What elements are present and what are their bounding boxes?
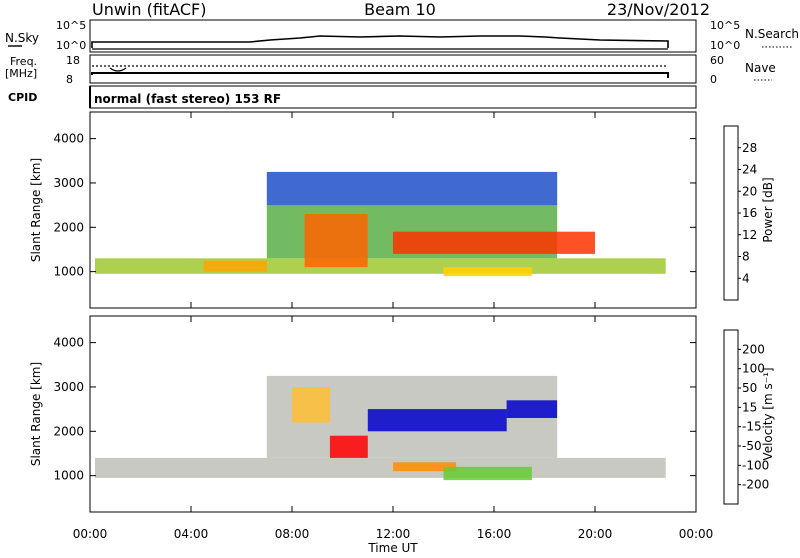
station-title: Unwin (fitACF) — [92, 0, 206, 19]
date-title: 23/Nov/2012 — [607, 0, 710, 19]
power-ytick-label: 2000 — [53, 220, 84, 234]
nsky-panel: N.Sky 10^5 10^0 10^5 10^0 N.Search — [5, 19, 799, 53]
nsearch-tick-bottom: 10^0 — [710, 39, 740, 52]
power-region — [95, 258, 666, 274]
nsky-trace — [91, 35, 669, 48]
power-region — [266, 171, 558, 206]
power-colorbar-frame — [723, 125, 739, 301]
x-axis: 00:00 04:00 08:00 12:00 16:00 20:00 00:00 — [73, 112, 714, 541]
velocity-region — [292, 387, 330, 423]
nave-label: Nave — [745, 61, 776, 75]
power-region — [304, 214, 368, 268]
x-axis-label: Time UT — [367, 541, 418, 554]
velocity-colorbar-tick-label: 200 — [742, 342, 765, 356]
nave-tick-bottom: 0 — [710, 73, 717, 86]
power-region — [393, 231, 595, 254]
velocity-y-axis: 4000 3000 2000 1000 — [53, 336, 696, 483]
nsky-tick-bottom: 10^0 — [56, 39, 86, 52]
velocity-colorbar: 200 100 50 15 -15 -50 -100 -200 — [723, 329, 769, 505]
freq-label-line2: [MHz] — [5, 67, 37, 80]
freq-tick-bottom: 8 — [66, 73, 73, 86]
velocity-colorbar-frame — [723, 329, 739, 505]
freq-panel-frame — [89, 54, 697, 84]
velocity-ylabel: Slant Range [km] — [29, 362, 43, 466]
velocity-ytick-label: 3000 — [53, 380, 84, 394]
velocity-region — [367, 409, 507, 432]
freq-label-line1: Freq. — [10, 55, 37, 68]
velocity-colorbar-tick-label: 50 — [742, 381, 757, 395]
velocity-region — [95, 457, 666, 478]
velocity-ytick-label: 2000 — [53, 424, 84, 438]
x-tick-label: 12:00 — [376, 527, 411, 541]
velocity-region — [329, 435, 368, 458]
power-colorbar-tick-label: 12 — [742, 228, 757, 242]
power-colorbar-tick-label: 20 — [742, 184, 757, 198]
nsearch-label: N.Search — [745, 27, 799, 41]
cpid-label: CPID — [8, 91, 37, 104]
power-region — [443, 267, 532, 277]
velocity-panel: 4000 3000 2000 1000 Slant Range [km] 200 100… — [29, 315, 775, 513]
x-tick-label: 20:00 — [578, 527, 613, 541]
nsky-panel-frame — [89, 19, 697, 53]
power-data-layer — [95, 171, 666, 277]
power-ytick-label: 1000 — [53, 265, 84, 279]
velocity-colorbar-tick-label: -200 — [742, 478, 769, 492]
velocity-colorbar-tick-label: -50 — [742, 439, 762, 453]
power-colorbar-tick-label: 24 — [742, 163, 757, 177]
velocity-colorbar-tick-label: 15 — [742, 400, 757, 414]
freq-panel: Freq. [MHz] 18 8 60 0 Nave — [5, 54, 776, 86]
x-tick-label: 00:00 — [679, 527, 714, 541]
nsky-tick-top: 10^5 — [56, 19, 86, 32]
velocity-region — [393, 462, 457, 472]
velocity-colorbar-tick-label: -15 — [742, 420, 762, 434]
freq-tick-top: 18 — [66, 54, 80, 67]
power-ylabel: Slant Range [km] — [29, 158, 43, 262]
x-tick-label: 00:00 — [73, 527, 108, 541]
power-colorbar-tick-label: 28 — [742, 141, 757, 155]
power-colorbar-tick-label: 4 — [742, 271, 750, 285]
power-ytick-label: 3000 — [53, 176, 84, 190]
velocity-data-layer — [95, 375, 666, 481]
velocity-region — [443, 466, 532, 481]
power-colorbar-label: Power [dB] — [761, 177, 775, 242]
velocity-ytick-label: 4000 — [53, 336, 84, 350]
velocity-region — [506, 400, 558, 418]
freq-trace — [91, 72, 669, 78]
nsearch-tick-top: 10^5 — [710, 19, 740, 32]
power-colorbar-tick-label: 8 — [742, 250, 750, 264]
power-ytick-label: 4000 — [53, 132, 84, 146]
x-tick-label: 08:00 — [275, 527, 310, 541]
power-panel: 4000 3000 2000 1000 Slant Range [km] 28 24 20… — [29, 111, 775, 309]
velocity-colorbar-label: Velocity [m s⁻¹] — [761, 367, 775, 460]
x-tick-label: 16:00 — [477, 527, 512, 541]
power-colorbar-tick-label: 16 — [742, 206, 757, 220]
velocity-ytick-label: 1000 — [53, 469, 84, 483]
nave-dip — [109, 67, 127, 72]
power-y-axis: 4000 3000 2000 1000 — [53, 132, 696, 279]
nsky-label: N.Sky — [5, 31, 39, 45]
power-colorbar: 28 24 20 16 12 8 4 — [723, 125, 757, 301]
velocity-colorbar-tick-label: 100 — [742, 362, 765, 376]
beam-title: Beam 10 — [364, 0, 436, 19]
power-region — [203, 260, 267, 272]
velocity-colorbar-tick-label: -100 — [742, 458, 769, 472]
cpid-text: normal (fast stereo) 153 RF — [94, 92, 281, 106]
nave-tick-top: 60 — [710, 54, 724, 67]
x-tick-label: 04:00 — [174, 527, 209, 541]
